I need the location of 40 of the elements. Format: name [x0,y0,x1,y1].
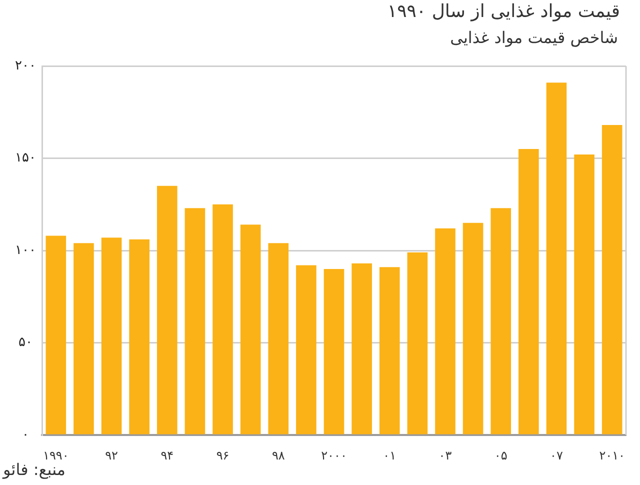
bar [379,267,400,434]
x-tick-label: ۰۷ [550,448,564,462]
bar [268,243,289,434]
y-tick-label: ۱۰۰ [15,242,36,258]
x-tick-label: ۹۶ [216,448,230,462]
bar [129,239,150,434]
bar [324,268,344,434]
bar [602,125,622,434]
bar [546,82,567,434]
bar [74,243,94,434]
bar [518,149,539,434]
bar [212,204,233,434]
chart-subtitle: شاخص قیمت مواد غذایی [450,28,618,47]
bar [490,208,512,434]
bar [184,208,206,434]
x-tick-label: ۰۵ [494,448,508,462]
x-tick-label: ۹۸ [272,448,286,462]
y-tick-label: ۱۵۰ [15,150,36,166]
x-tick-label: ۹۲ [105,448,118,462]
bar [46,236,66,434]
bar [352,263,372,434]
chart-title: قیمت مواد غذایی از سال ۱۹۹۰ [387,1,620,22]
bar [407,252,428,434]
x-tick-label: ۱۹۹۰ [43,448,69,462]
x-tick-label: ۰۱ [383,448,396,462]
bar [462,222,484,434]
bar [574,154,594,434]
bar [296,265,316,434]
y-tick-label: ۵۰ [18,335,33,350]
bar [101,238,122,434]
x-tick-label: ۲۰۰۰ [321,448,347,462]
x-tick-label: ۲۰۱۰ [599,448,625,462]
bar [240,224,261,434]
bar [435,228,456,434]
y-tick-label: ۰ [22,427,30,442]
x-tick-label: ۰۳ [438,448,452,462]
bar [156,186,178,434]
y-tick-label: ۲۰۰ [15,58,36,74]
x-tick-label: ۹۴ [160,448,174,462]
text: منبع: فائو [3,460,66,479]
